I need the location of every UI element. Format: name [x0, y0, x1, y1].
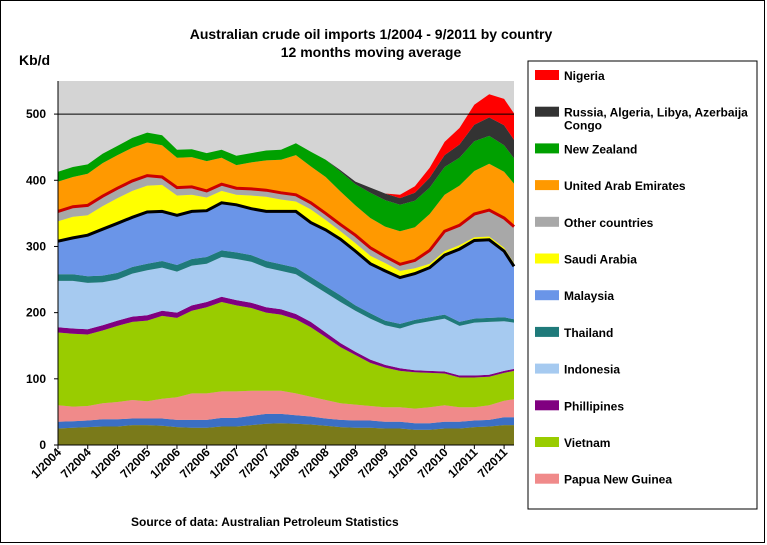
malaysia-top-line [57, 201, 516, 280]
x-tick-label: 7/2009 [355, 445, 391, 481]
x-tick-label: 1/2005 [88, 445, 124, 481]
legend-swatch [535, 400, 559, 411]
y-tick-label: 100 [26, 372, 46, 386]
legend-label: Nigeria [564, 69, 605, 83]
chart-subtitle: 12 months moving average [281, 44, 462, 60]
legend-swatch [535, 473, 559, 484]
legend-label: Congo [564, 119, 602, 133]
x-tick-label: 1/2008 [266, 445, 302, 481]
x-tick-label: 7/2011 [475, 445, 511, 481]
area-papua-new-guinea [58, 390, 514, 424]
legend-label: Malaysia [564, 289, 614, 303]
legend-box [527, 60, 758, 510]
legend-swatch [535, 70, 559, 80]
plot-area: 0 100 200 300 400 500 1/20047/20041/20057/2005… [26, 81, 516, 481]
area-new-zealand [58, 132, 514, 232]
x-tick-label: 1/2009 [326, 445, 362, 481]
legend-label: Russia, Algeria, Libya, Azerbaija [564, 106, 748, 120]
area-saudi-arabia [58, 184, 514, 278]
legend-label: Indonesia [564, 363, 620, 377]
legend-label: Vietnam [564, 436, 610, 450]
legend-swatch [535, 363, 559, 374]
area-thailand [58, 250, 514, 329]
legend-swatch [535, 437, 559, 447]
legend-swatch [535, 143, 559, 154]
x-tick-label: 7/2005 [117, 445, 153, 481]
y-tick-label: 300 [26, 239, 46, 253]
area-other-blue [58, 413, 514, 430]
y-tick-label: 200 [26, 306, 46, 320]
area-malaysia [58, 202, 514, 324]
source-note: Source of data: Australian Petroleum Sta… [131, 515, 399, 529]
legend-swatch [535, 290, 559, 301]
x-tick-label: 1/2010 [385, 445, 421, 481]
legend-swatch [535, 253, 559, 264]
legend-label: Papua New Guinea [564, 473, 672, 487]
legend-label: Thailand [564, 326, 613, 340]
x-tick-label: 1/2004 [28, 445, 64, 481]
y-axis-label: Kb/d [19, 52, 50, 68]
legend-label: New Zealand [564, 142, 637, 156]
x-tick-label: 7/2007 [236, 445, 272, 481]
chart-title: Australian crude oil imports 1/2004 - 9/… [190, 26, 553, 42]
area-base [58, 423, 514, 445]
legend-swatch [535, 180, 559, 191]
legend-label: Other countries [564, 216, 654, 230]
area-phillipines [58, 296, 514, 378]
area-indonesia [58, 257, 514, 376]
x-tick-label: 7/2010 [415, 445, 451, 481]
y-tick-label: 500 [26, 107, 46, 121]
y-tick-label: 400 [26, 173, 46, 187]
legend-swatch [535, 326, 559, 337]
area-united-arab-emirates [58, 142, 514, 265]
legend-label: Phillipines [564, 399, 624, 413]
x-tick-label: 7/2008 [296, 445, 332, 481]
x-tick-label: 1/2006 [147, 445, 183, 481]
area-vietnam [58, 302, 514, 409]
other-countries-top-line [57, 174, 515, 266]
legend-label: United Arab Emirates [564, 179, 686, 193]
x-tick-label: 1/2007 [207, 445, 243, 481]
legend-swatch [535, 216, 559, 227]
legend-label: Saudi Arabia [564, 253, 637, 267]
legend: Nigeria Russia, Algeria, Libya, Azerbaija… [527, 60, 758, 510]
y-tick-label: 0 [39, 438, 46, 452]
x-tick-label: 1/2011 [445, 445, 481, 481]
legend-swatch [535, 106, 559, 117]
x-tick-label: 7/2006 [177, 445, 213, 481]
x-tick-label: 7/2004 [58, 445, 94, 481]
